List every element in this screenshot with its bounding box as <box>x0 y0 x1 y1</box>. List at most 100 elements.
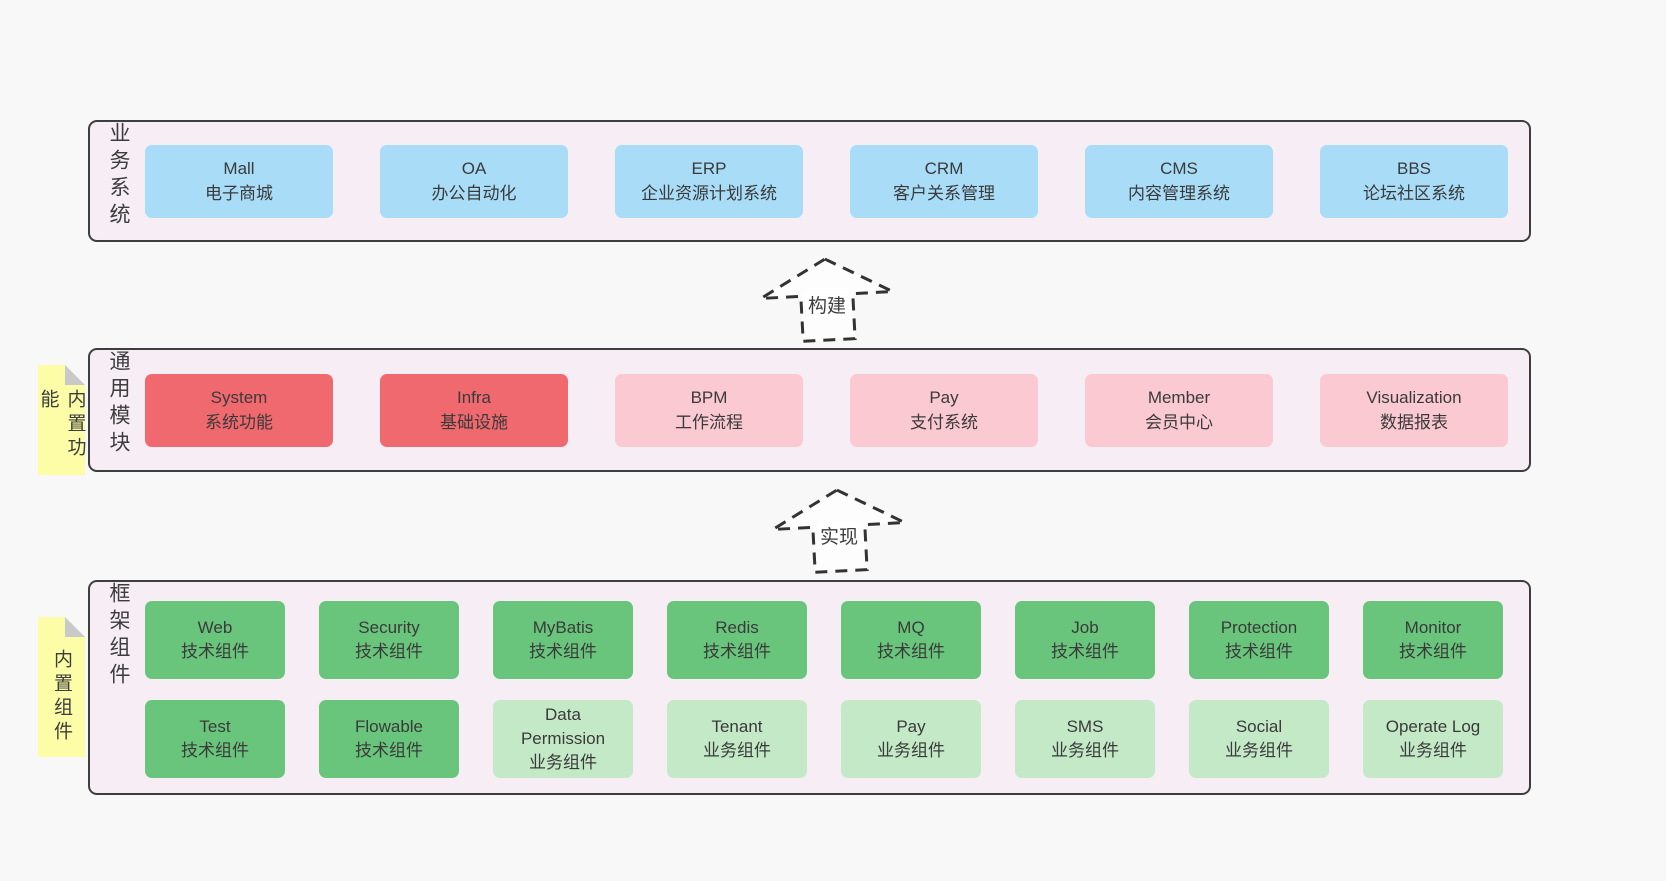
diagram-box-bpm: BPM 工作流程 <box>615 374 803 447</box>
diagram-box-member: Member 会员中心 <box>1085 374 1273 447</box>
diagram-box-monitor: Monitor 技术组件 <box>1363 601 1503 679</box>
box-title: Infra <box>456 388 492 408</box>
box-title: Security <box>358 617 420 637</box>
sticky-note-label: 内置组件 <box>51 649 72 745</box>
diagram-box-system: System 系统功能 <box>145 374 333 447</box>
box-title: System <box>210 388 268 408</box>
box-subtitle: 支付系统 <box>910 412 978 432</box>
box-subtitle: 业务组件 <box>1051 741 1119 760</box>
box-title: Data Permission <box>520 704 606 748</box>
diagram-box-pay-component: Pay 业务组件 <box>841 700 981 778</box>
common-modules-row: System 系统功能 Infra 基础设施 BPM 工作流程 Pay 支付系统… <box>145 374 1508 447</box>
diagram-box-security: Security 技术组件 <box>319 601 459 679</box>
box-title: OA <box>461 159 487 179</box>
box-title: Visualization <box>1366 388 1462 408</box>
box-subtitle: 电子商城 <box>205 183 273 203</box>
box-subtitle: 技术组件 <box>1399 642 1467 661</box>
box-title: Redis <box>715 617 759 637</box>
box-title: Member <box>1147 388 1211 408</box>
box-subtitle: 工作流程 <box>675 412 743 432</box>
diagram-box-erp: ERP 企业资源计划系统 <box>615 145 803 218</box>
diagram-box-tenant: Tenant 业务组件 <box>667 700 807 778</box>
box-subtitle: 客户关系管理 <box>893 183 995 203</box>
diagram-box-sms: SMS 业务组件 <box>1015 700 1155 778</box>
box-title: BBS <box>1396 159 1432 179</box>
arrow-implement: 实现 <box>768 486 910 574</box>
box-title: Protection <box>1220 617 1298 637</box>
diagram-box-mq: MQ 技术组件 <box>841 601 981 679</box>
diagram-box-flowable: Flowable 技术组件 <box>319 700 459 778</box>
box-subtitle: 技术组件 <box>703 642 771 661</box>
diagram-box-cms: CMS 内容管理系统 <box>1085 145 1273 218</box>
box-title: Tenant <box>711 716 763 736</box>
sticky-note-built-in-features: 内置功能 <box>37 365 86 475</box>
sticky-note-label: 内置功能 <box>37 389 86 461</box>
box-subtitle: 系统功能 <box>205 412 273 432</box>
diagram-box-mybatis: MyBatis 技术组件 <box>493 601 633 679</box>
box-subtitle: 技术组件 <box>1051 642 1119 661</box>
diagram-box-crm: CRM 客户关系管理 <box>850 145 1038 218</box>
box-subtitle: 业务组件 <box>529 753 597 773</box>
box-subtitle: 技术组件 <box>1225 642 1293 661</box>
framework-components-row-1: Web 技术组件 Security 技术组件 MyBatis 技术组件 Redi… <box>145 601 1503 679</box>
box-subtitle: 技术组件 <box>355 642 423 661</box>
layer-common-modules: 通用模块 System 系统功能 Infra 基础设施 BPM 工作流程 Pay… <box>88 348 1531 472</box>
box-title: Monitor <box>1404 617 1462 637</box>
box-subtitle: 办公自动化 <box>431 183 517 203</box>
box-subtitle: 技术组件 <box>181 741 249 760</box>
box-subtitle: 业务组件 <box>1399 741 1467 760</box>
box-subtitle: 基础设施 <box>440 412 508 432</box>
box-subtitle: 会员中心 <box>1145 412 1213 432</box>
box-title: Operate Log <box>1385 716 1481 736</box>
diagram-box-infra: Infra 基础设施 <box>380 374 568 447</box>
box-title: MyBatis <box>532 617 594 637</box>
box-subtitle: 技术组件 <box>181 642 249 661</box>
box-subtitle: 技术组件 <box>355 741 423 760</box>
box-title: Pay <box>896 716 926 736</box>
box-title: Flowable <box>354 716 424 736</box>
diagram-box-web: Web 技术组件 <box>145 601 285 679</box>
diagram-box-mall: Mall 电子商城 <box>145 145 333 218</box>
box-title: Test <box>199 716 231 736</box>
box-title: SMS <box>1066 716 1104 736</box>
box-title: BPM <box>690 388 728 408</box>
box-title: CRM <box>924 159 964 179</box>
layer-label-business-systems: 业务系统 <box>107 122 130 230</box>
box-subtitle: 技术组件 <box>877 642 945 661</box>
diagram-box-oa: OA 办公自动化 <box>380 145 568 218</box>
framework-components-row-2: Test 技术组件 Flowable 技术组件 Data Permission … <box>145 700 1503 778</box>
box-subtitle: 业务组件 <box>877 741 945 760</box>
business-systems-row: Mall 电子商城 OA 办公自动化 ERP 企业资源计划系统 CRM 客户关系… <box>145 145 1508 218</box>
diagram-box-protection: Protection 技术组件 <box>1189 601 1329 679</box>
box-subtitle: 技术组件 <box>529 642 597 661</box>
box-subtitle: 数据报表 <box>1380 412 1448 432</box>
diagram-box-operate-log: Operate Log 业务组件 <box>1363 700 1503 778</box>
box-subtitle: 业务组件 <box>1225 741 1293 760</box>
box-title: MQ <box>897 617 925 637</box>
layer-label-common-modules: 通用模块 <box>107 350 130 458</box>
box-title: Web <box>197 617 233 637</box>
box-title: Job <box>1071 617 1099 637</box>
diagram-box-social: Social 业务组件 <box>1189 700 1329 778</box>
box-subtitle: 内容管理系统 <box>1128 183 1230 203</box>
sticky-note-built-in-components: 内置组件 <box>38 617 85 757</box>
box-title: Mall <box>223 159 255 179</box>
arrow-build-label: 构建 <box>805 291 849 318</box>
layer-label-framework-components: 框架组件 <box>107 582 130 690</box>
diagram-box-job: Job 技术组件 <box>1015 601 1155 679</box>
box-title: Social <box>1235 716 1283 736</box>
box-title: ERP <box>691 159 727 179</box>
box-title: CMS <box>1160 159 1198 179</box>
box-title: Pay <box>929 388 959 408</box>
layer-business-systems: 业务系统 Mall 电子商城 OA 办公自动化 ERP 企业资源计划系统 CRM… <box>88 120 1531 242</box>
arrow-implement-label: 实现 <box>817 522 861 549</box>
box-subtitle: 论坛社区系统 <box>1363 183 1465 203</box>
diagram-box-bbs: BBS 论坛社区系统 <box>1320 145 1508 218</box>
box-subtitle: 业务组件 <box>703 741 771 760</box>
diagram-box-data-permission: Data Permission 业务组件 <box>493 700 633 778</box>
diagram-box-pay-system: Pay 支付系统 <box>850 374 1038 447</box>
diagram-box-test: Test 技术组件 <box>145 700 285 778</box>
diagram-box-redis: Redis 技术组件 <box>667 601 807 679</box>
diagram-box-visualization: Visualization 数据报表 <box>1320 374 1508 447</box>
